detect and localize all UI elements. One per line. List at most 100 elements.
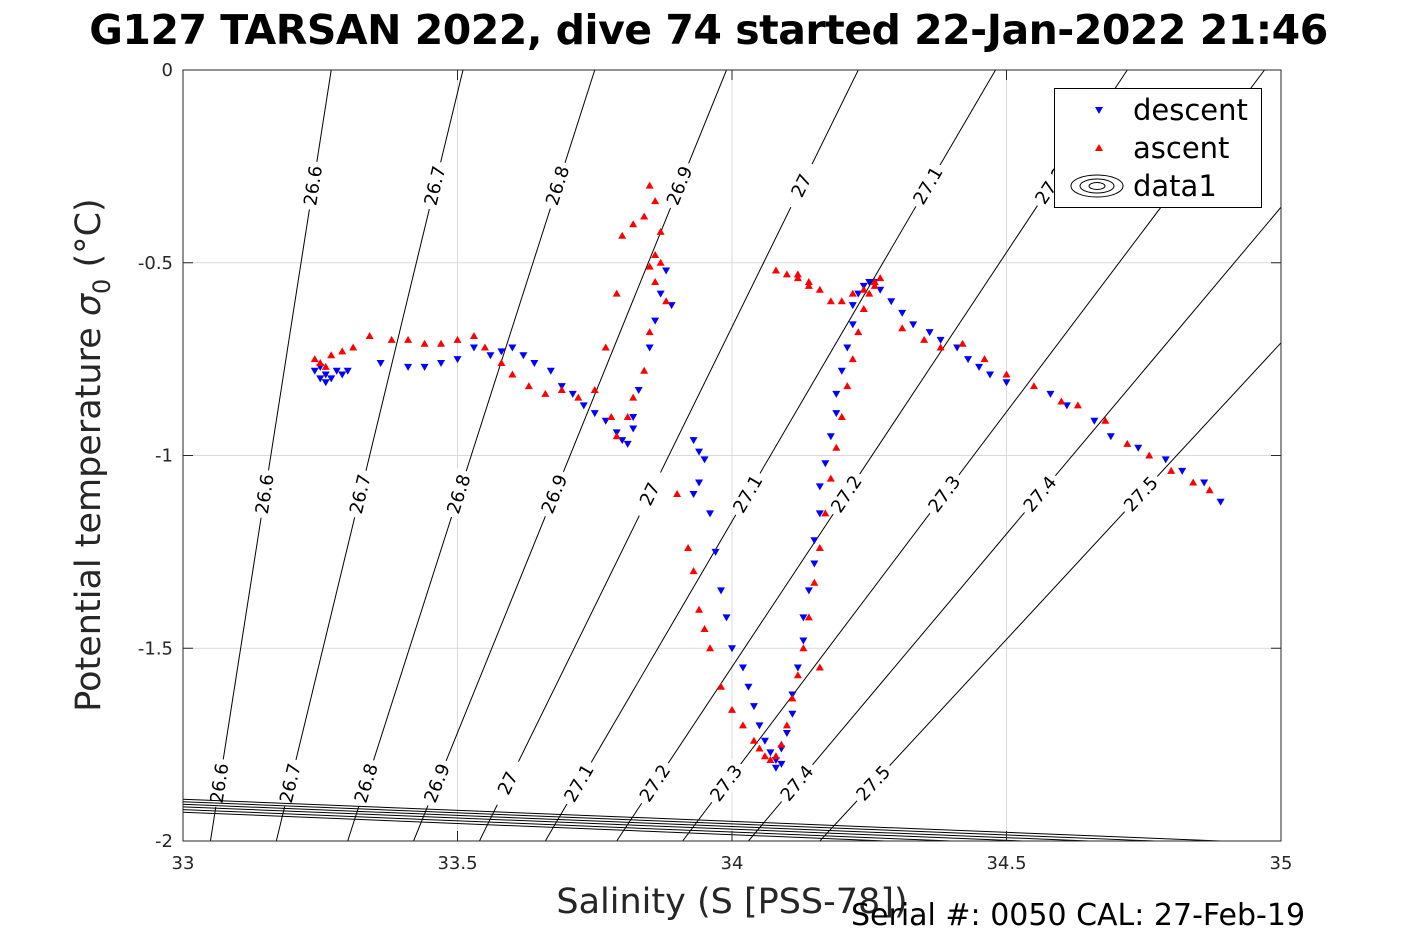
ascent-point — [310, 355, 319, 363]
contour-label-text: 26.8 — [351, 761, 383, 806]
ascent-point — [524, 382, 533, 390]
ascent-point — [837, 297, 846, 305]
descent-point — [437, 359, 446, 367]
ascent-point — [420, 339, 429, 347]
descent-point — [711, 548, 720, 556]
contour-label: 26.7 — [419, 159, 451, 212]
descent-point — [629, 425, 638, 433]
descent-point — [689, 491, 698, 499]
ascent-point — [848, 355, 857, 363]
contour-label: 26.7 — [344, 468, 376, 520]
legend-item-ascent: ascent — [1055, 130, 1261, 166]
ascent-point — [738, 721, 747, 729]
ascent-point — [826, 474, 835, 482]
descent-point — [568, 390, 577, 398]
ascent-point — [684, 544, 693, 552]
descent-point — [843, 344, 852, 352]
ascent-point — [590, 385, 599, 393]
ascent-point — [1123, 439, 1132, 447]
ascent-point — [717, 682, 726, 690]
y-axis-label-main: Potential temperature — [69, 316, 109, 712]
descent-point — [887, 298, 896, 306]
descent-point — [497, 348, 506, 356]
descent-point — [629, 413, 638, 421]
ascent-point — [876, 274, 885, 282]
ascent-point — [706, 644, 715, 652]
ascent-point — [601, 343, 610, 351]
descent-point — [689, 437, 698, 445]
legend-label-ascent: ascent — [1133, 131, 1230, 165]
descent-point — [316, 375, 325, 383]
descent-point — [327, 375, 336, 383]
ascent-point — [612, 289, 621, 297]
y-tick-label: -0.5 — [138, 253, 173, 274]
contour-label: 27 — [781, 159, 822, 212]
y-axis-label-sub: 0 — [88, 279, 116, 294]
descent-point — [645, 344, 654, 352]
ascent-point — [321, 362, 330, 370]
descent-point — [848, 321, 857, 329]
ascent-point — [837, 412, 846, 420]
y-axis-label-greek: σ — [69, 292, 109, 316]
ascent-point — [437, 339, 446, 347]
ascent-point — [771, 752, 780, 760]
ascent-point — [755, 744, 764, 752]
legend-label-data1: data1 — [1133, 169, 1217, 203]
ascent-point — [793, 270, 802, 278]
descent-point — [766, 749, 775, 757]
descent-point — [634, 386, 643, 394]
ascent-point — [804, 613, 813, 621]
ascent-point — [607, 412, 616, 420]
contour-label: 26.6 — [205, 757, 233, 809]
ascent-point — [810, 578, 819, 586]
descent-point — [832, 410, 841, 418]
ascent-point — [958, 339, 967, 347]
ascent-point — [788, 694, 797, 702]
descent-point — [1106, 433, 1115, 441]
ascent-point — [695, 605, 704, 613]
descent-point — [749, 703, 758, 711]
ascent-point — [865, 289, 874, 297]
ascent-point — [870, 281, 879, 289]
ascent-point — [771, 266, 780, 274]
descent-point — [848, 302, 857, 310]
ascent-point — [848, 289, 857, 297]
ascent-point — [793, 671, 802, 679]
ascent-point — [815, 544, 824, 552]
descent-point — [722, 614, 731, 622]
descent-point — [310, 367, 319, 375]
ascent-point — [804, 278, 813, 286]
descent-point — [700, 456, 709, 464]
descent-point — [832, 390, 841, 398]
contour-label: 27 — [488, 757, 528, 810]
contour-label: 26.7 — [274, 757, 306, 809]
contour-ellipse-icon — [1070, 174, 1124, 198]
x-tick-label: 33 — [172, 853, 195, 874]
descent-point — [793, 664, 802, 672]
ascent-point — [804, 281, 813, 289]
descent-point — [376, 359, 385, 367]
descent-point — [815, 510, 824, 518]
y-axis-label: Potential temperature σ0 (°C) — [69, 198, 116, 711]
descent-point — [898, 309, 907, 317]
descent-point — [530, 359, 539, 367]
ascent-point — [673, 490, 682, 498]
ascent-point — [700, 624, 709, 632]
ascent-point — [640, 366, 649, 374]
ascent-point — [1073, 401, 1082, 409]
descent-point — [925, 329, 934, 337]
descent-point — [755, 722, 764, 730]
contour-label: 26.6 — [299, 160, 327, 211]
contour-label: 26.9 — [536, 468, 573, 521]
ascent-point — [859, 305, 868, 313]
y-axis-label-unit: (°C) — [69, 198, 109, 278]
descent-point — [717, 587, 726, 595]
legend-item-data1: data1 — [1055, 168, 1261, 204]
contour-label-text: 26.7 — [421, 164, 451, 208]
ascent-point — [1167, 466, 1176, 474]
contour-label: 26.9 — [418, 757, 456, 810]
ascent-point — [1205, 486, 1214, 494]
ascent-point — [898, 324, 907, 332]
descent-point — [810, 560, 819, 568]
ascent-point — [629, 393, 638, 401]
